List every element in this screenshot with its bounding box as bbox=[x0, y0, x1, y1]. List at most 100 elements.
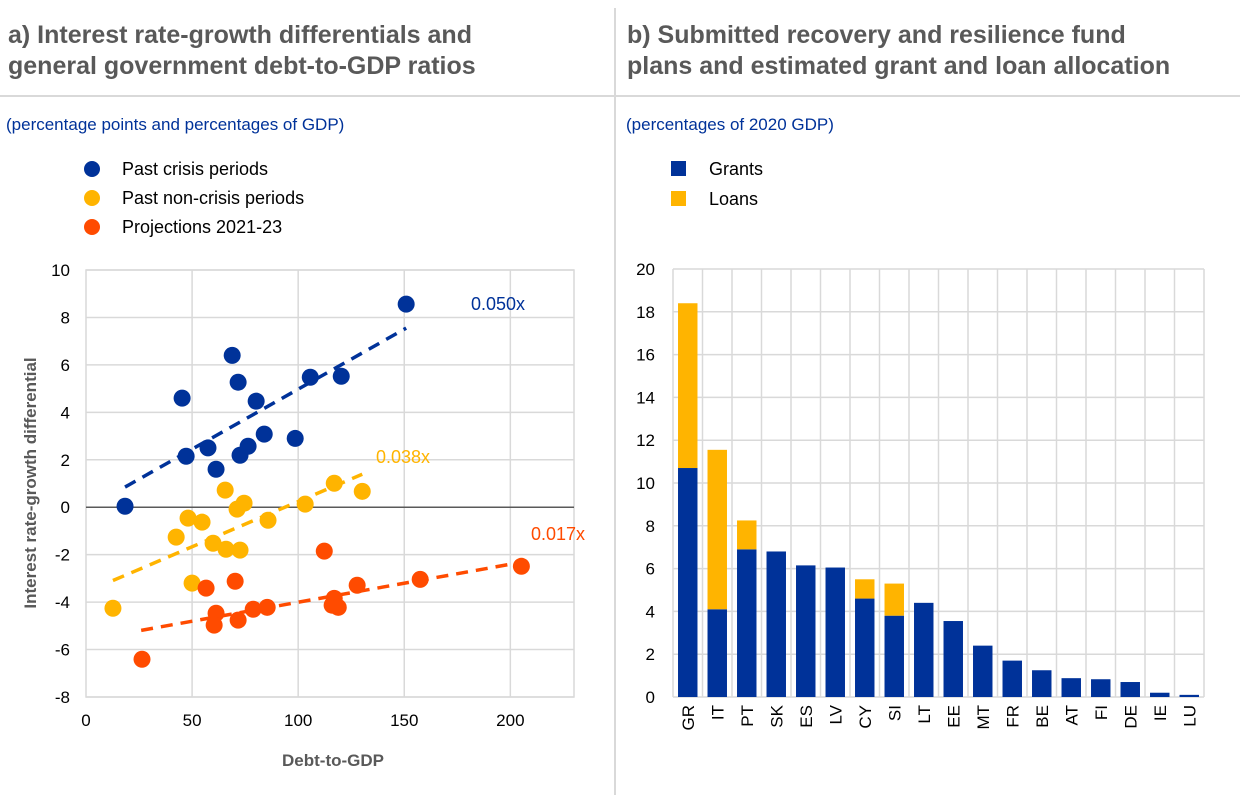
y-tick-label: -2 bbox=[55, 546, 70, 565]
plot-border bbox=[85, 269, 575, 698]
data-point bbox=[411, 570, 429, 588]
bar-segment-grants bbox=[1120, 682, 1140, 697]
y-tick-label: 8 bbox=[646, 517, 655, 536]
panel-a-title-rule bbox=[0, 95, 614, 97]
data-point bbox=[244, 600, 262, 618]
bar-series bbox=[678, 303, 1199, 697]
data-point bbox=[217, 540, 235, 558]
x-tick-label: FI bbox=[1092, 705, 1111, 720]
bar-chart: 0 2 4 6 8 10 12 14 16 18 20 GR IT PT SK ES LV CY SI LT EE MT F… bbox=[636, 260, 1205, 731]
data-point bbox=[173, 389, 191, 407]
bar-segment-grants bbox=[1002, 660, 1022, 697]
data-point bbox=[301, 368, 319, 386]
legend-label: Loans bbox=[709, 189, 759, 209]
bar-segment-grants bbox=[1179, 694, 1199, 697]
bar-segment-grants bbox=[825, 567, 845, 697]
y-tick-label: 2 bbox=[646, 645, 655, 664]
x-tick-label: 50 bbox=[183, 711, 202, 730]
x-tick-label: IT bbox=[708, 705, 727, 720]
data-point bbox=[226, 572, 244, 590]
data-point bbox=[231, 541, 249, 559]
trendline bbox=[124, 326, 408, 489]
data-point bbox=[329, 598, 347, 616]
data-point bbox=[177, 447, 195, 465]
data-point bbox=[133, 650, 151, 668]
y-tick-label: -4 bbox=[55, 593, 70, 612]
x-tick-label: 0 bbox=[81, 711, 90, 730]
data-point bbox=[104, 599, 122, 617]
data-point bbox=[286, 429, 304, 447]
bar-labels: 0 2 4 6 8 10 12 14 16 18 20 GR IT PT SK ES LV CY SI LT EE MT F… bbox=[636, 260, 1199, 731]
x-tick-label: SK bbox=[767, 704, 786, 727]
y-tick-label: 0 bbox=[61, 498, 70, 517]
data-point bbox=[207, 460, 225, 478]
bar-segment-grants bbox=[1091, 679, 1111, 697]
bar-segment-grants bbox=[678, 468, 698, 697]
bar-segment-loans bbox=[707, 449, 727, 610]
data-point bbox=[255, 425, 273, 443]
panel-b-title-rule bbox=[616, 95, 1240, 97]
x-tick-label: DE bbox=[1121, 705, 1140, 729]
bar-grid bbox=[672, 268, 1205, 698]
data-point bbox=[296, 495, 314, 513]
bar-segment-loans bbox=[884, 583, 904, 616]
y-tick-label: -8 bbox=[55, 688, 70, 707]
data-point bbox=[223, 346, 241, 364]
data-point bbox=[332, 367, 350, 385]
x-tick-label: LU bbox=[1180, 705, 1199, 727]
x-tick-label: EE bbox=[944, 705, 963, 728]
data-point bbox=[205, 616, 223, 634]
panel-a-subtitle: (percentage points and percentages of GD… bbox=[6, 115, 345, 134]
bar-segment-grants bbox=[766, 551, 786, 697]
bar-segment-grants bbox=[1150, 692, 1170, 697]
data-point bbox=[204, 534, 222, 552]
x-tick-label: AT bbox=[1062, 705, 1081, 725]
trendline bbox=[140, 560, 522, 633]
bar-segment-grants bbox=[1061, 678, 1081, 697]
data-point bbox=[193, 513, 211, 531]
bar-segment-loans bbox=[855, 579, 875, 599]
trend-slope-label: 0.038x bbox=[376, 447, 430, 467]
bar-segment-grants bbox=[855, 598, 875, 697]
y-tick-label: 4 bbox=[61, 403, 70, 422]
data-point bbox=[512, 557, 530, 575]
legend-label: Projections 2021-23 bbox=[122, 217, 283, 237]
data-point bbox=[315, 542, 333, 560]
data-point bbox=[239, 437, 257, 455]
panel-divider bbox=[614, 8, 616, 795]
x-tick-label: FR bbox=[1003, 705, 1022, 728]
y-tick-label: 10 bbox=[51, 261, 70, 280]
y-tick-label: 18 bbox=[636, 303, 655, 322]
panel-b-title: b) Submitted recovery and resilience fun… bbox=[627, 21, 1171, 80]
data-point bbox=[353, 482, 371, 500]
x-tick-label: BE bbox=[1033, 705, 1052, 728]
bar-segment-loans bbox=[737, 520, 757, 550]
orange-dot-icon bbox=[84, 219, 100, 235]
x-tick-label: 200 bbox=[496, 711, 524, 730]
blue-dot-icon bbox=[84, 161, 100, 177]
bar-segment-grants bbox=[973, 645, 993, 697]
bar-segment-grants bbox=[796, 565, 816, 697]
x-tick-label: GR bbox=[679, 705, 698, 731]
data-point bbox=[348, 576, 366, 594]
trend-slope-label: 0.017x bbox=[531, 524, 585, 544]
data-point bbox=[397, 295, 415, 313]
y-tick-label: 6 bbox=[646, 560, 655, 579]
y-tick-label: 12 bbox=[636, 431, 655, 450]
y-tick-label: 6 bbox=[61, 356, 70, 375]
data-point bbox=[197, 579, 215, 597]
data-point bbox=[235, 494, 253, 512]
bar-segment-grants bbox=[737, 549, 757, 697]
data-point bbox=[167, 528, 185, 546]
x-tick-label: 150 bbox=[390, 711, 418, 730]
data-point bbox=[199, 439, 217, 457]
data-point bbox=[325, 474, 343, 492]
blue-square-icon bbox=[671, 161, 686, 176]
y-axis-title: Interest rate-growth differential bbox=[21, 357, 40, 608]
data-point bbox=[229, 611, 247, 629]
trendline bbox=[112, 472, 363, 583]
bar-segment-grants bbox=[707, 609, 727, 697]
panel-b-subtitle: (percentages of 2020 GDP) bbox=[626, 115, 834, 134]
